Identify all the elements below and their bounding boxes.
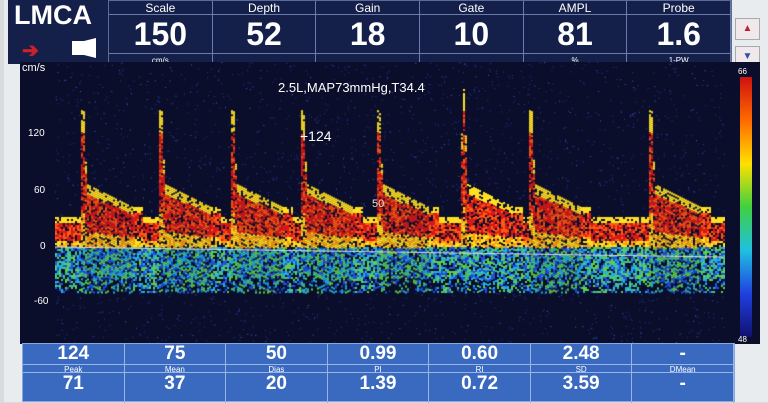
- y-axis-unit: cm/s: [22, 62, 46, 74]
- pi-value-2: 1.39: [328, 373, 430, 403]
- colorbar-max: 66: [738, 67, 747, 76]
- vessel-title: LMCA: [14, 0, 92, 30]
- y-tick: -60: [34, 296, 49, 307]
- annotation-text: 2.5L,MAP73mmHg,T34.4: [278, 80, 425, 95]
- ri-value: 0.60: [429, 344, 531, 364]
- y-tick: 0: [40, 241, 46, 252]
- mean-value-2: 37: [125, 373, 227, 403]
- probe-icon: [72, 38, 96, 58]
- param-value: 1.6: [656, 16, 701, 52]
- label-dmean: DMean: [632, 364, 734, 374]
- y-tick: 60: [34, 185, 46, 196]
- colorbar-min: 48: [738, 335, 747, 344]
- triangle-up-icon[interactable]: ▲: [735, 18, 760, 40]
- label-ri: RI: [429, 364, 531, 374]
- sd-value-2: 3.59: [531, 373, 633, 403]
- doppler-spectrum: cm/s 120 60 0 -60 2.5L,MAP73mmHg,T34.4 +…: [20, 62, 760, 344]
- param-label: AMPL: [523, 1, 627, 15]
- diastolic-marker: 50: [372, 198, 385, 210]
- y-tick: 120: [28, 128, 45, 139]
- param-label: Gate: [420, 1, 523, 15]
- param-gain[interactable]: Gain 18: [316, 1, 421, 71]
- peak-value-2: 71: [23, 373, 125, 403]
- spectrogram-canvas: [55, 62, 725, 344]
- dmean-value-2: -: [632, 373, 734, 403]
- param-label: Gain: [316, 1, 420, 15]
- param-value: 150: [133, 16, 188, 52]
- vessel-panel: LMCA ➔: [8, 0, 108, 64]
- param-gate[interactable]: Gate 10: [420, 1, 524, 71]
- param-probe[interactable]: Probe 1.6 1-PW: [627, 1, 732, 71]
- peak-marker: +124: [300, 128, 332, 144]
- param-label: Depth: [212, 1, 316, 15]
- dmean-value: -: [632, 344, 734, 364]
- measurement-table: 124 75 50 0.99 0.60 2.48 - Peak Mean Dia…: [22, 343, 735, 403]
- param-ampl[interactable]: AMPL 81%: [523, 1, 628, 71]
- mean-value: 75: [125, 344, 227, 364]
- label-mean: Mean: [124, 364, 227, 374]
- param-depth[interactable]: Depth 52: [212, 1, 317, 71]
- sd-value: 2.48: [531, 344, 633, 364]
- peak-value: 124: [23, 344, 125, 364]
- param-unit: %: [523, 53, 627, 67]
- dias-value: 50: [226, 344, 328, 364]
- param-value: 81: [557, 16, 593, 52]
- label-peak: Peak: [23, 364, 125, 374]
- param-value: 52: [246, 16, 282, 52]
- param-label: Probe: [627, 1, 731, 15]
- param-unit: cm/s: [109, 53, 212, 67]
- label-sd: SD: [530, 364, 633, 374]
- param-scale[interactable]: Scale 150 cm/s: [109, 1, 213, 71]
- param-unit: [420, 53, 523, 67]
- arrow-right-icon: ➔: [22, 40, 39, 62]
- param-unit: 1-PW: [627, 53, 731, 67]
- pi-value: 0.99: [328, 344, 430, 364]
- label-dias: Dias: [226, 364, 328, 374]
- param-unit: [316, 53, 420, 67]
- param-value: 10: [453, 16, 490, 52]
- dias-value-2: 20: [226, 373, 328, 403]
- parameter-bar: Scale 150 cm/s Depth 52 Gain 18 Gate 10 AMPL 8…: [108, 0, 732, 72]
- param-value: 18: [349, 16, 386, 52]
- label-pi: PI: [327, 364, 430, 374]
- ri-value-2: 0.72: [429, 373, 531, 403]
- param-label: Scale: [109, 1, 212, 15]
- colorbar: [740, 77, 752, 337]
- param-unit: [212, 53, 316, 67]
